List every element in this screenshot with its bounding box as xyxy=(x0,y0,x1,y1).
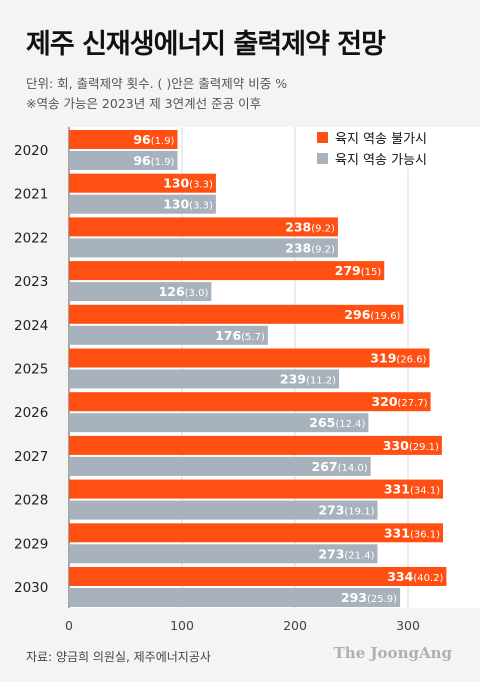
bar-s1-2026 xyxy=(69,392,431,412)
bar-s2-2024 xyxy=(69,325,268,345)
data-label-s1-2024: 296(19.6) xyxy=(344,307,400,322)
x-tick-label-200: 200 xyxy=(283,618,307,633)
bar-s1-2029 xyxy=(69,523,444,543)
data-label-s1-2028: 331(34.1) xyxy=(384,482,440,497)
chart-title: 제주 신재생에너지 출력제약 전망 xyxy=(26,29,386,60)
data-label-s2-2022: 238(9.2) xyxy=(285,240,335,255)
bar-s1-2023 xyxy=(69,261,385,281)
x-tick-label-300: 300 xyxy=(396,618,420,633)
legend-label-series-2: 육지 역송 가능시 xyxy=(335,153,427,168)
bar-s1-2025 xyxy=(69,348,430,368)
legend-swatch-series-1 xyxy=(317,132,328,143)
bar-s2-2022 xyxy=(69,238,338,258)
publisher-logo: The JoongAng xyxy=(333,644,452,662)
data-label-s2-2030: 293(25.9) xyxy=(341,590,397,605)
data-label-s1-2027: 330(29.1) xyxy=(383,438,439,453)
bar-s1-2027 xyxy=(69,435,442,455)
data-label-s1-2025: 319(26.6) xyxy=(370,351,426,366)
chart-subtitle-note: ※역송 가능은 2023년 제 3연계선 준공 이후 xyxy=(26,96,262,111)
y-tick-label-2029: 2029 xyxy=(14,536,48,552)
bar-chart: 0 100 200 300 2020 96(1.9) 96(1.9) 2021 130(3.3)… xyxy=(14,127,480,633)
data-label-s2-2026: 265(12.4) xyxy=(309,415,365,430)
y-tick-label-2030: 2030 xyxy=(14,580,48,596)
legend-item-series-1: 육지 역송 불가시 xyxy=(317,127,427,148)
bar-s2-2021 xyxy=(69,194,216,214)
x-tick-label-100: 100 xyxy=(170,618,194,633)
legend-item-series-2: 육지 역송 가능시 xyxy=(317,148,427,169)
y-tick-label-2027: 2027 xyxy=(14,449,48,465)
bar-s1-2021 xyxy=(69,173,216,193)
legend-swatch-series-2 xyxy=(317,153,328,164)
x-tick-label-0: 0 xyxy=(65,618,73,633)
y-tick-label-2020: 2020 xyxy=(14,143,48,159)
bar-s1-2030 xyxy=(69,567,447,586)
y-tick-label-2021: 2021 xyxy=(14,187,48,203)
data-label-s2-2025: 239(11.2) xyxy=(280,372,336,387)
data-label-s2-2024: 176(5.7) xyxy=(215,328,265,343)
bar-s2-2030 xyxy=(69,588,401,607)
bar-s1-2022 xyxy=(69,217,338,237)
data-label-s2-2028: 273(19.1) xyxy=(318,503,374,518)
y-tick-label-2026: 2026 xyxy=(14,405,48,421)
bar-s2-2026 xyxy=(69,413,369,433)
data-label-s1-2022: 238(9.2) xyxy=(285,219,335,234)
data-label-s1-2020: 96(1.9) xyxy=(133,132,174,147)
chart-subtitle-unit: 단위: 회, 출력제약 횟수. ( )안은 출력제약 비중 % xyxy=(26,76,288,91)
bar-s2-2020 xyxy=(69,151,178,170)
y-tick-label-2022: 2022 xyxy=(14,230,48,246)
bar-s2-2028 xyxy=(69,500,378,520)
bar-s1-2020 xyxy=(69,130,178,149)
bar-s1-2024 xyxy=(69,304,404,324)
y-tick-label-2023: 2023 xyxy=(14,274,48,290)
bar-s2-2025 xyxy=(69,369,340,389)
data-label-s1-2030: 334(40.2) xyxy=(387,569,443,584)
data-label-s2-2023: 126(3.0) xyxy=(159,284,209,299)
y-tick-label-2025: 2025 xyxy=(14,362,48,378)
data-label-s2-2027: 267(14.0) xyxy=(312,459,368,474)
bar-s1-2028 xyxy=(69,479,444,499)
legend-label-series-1: 육지 역송 불가시 xyxy=(335,132,427,147)
data-label-s2-2021: 130(3.3) xyxy=(163,197,213,212)
source-note: 자료: 양금희 의원실, 제주에너지공사 xyxy=(26,650,211,664)
bar-s2-2027 xyxy=(69,456,371,476)
y-tick-label-2024: 2024 xyxy=(14,318,48,334)
chart-legend: 육지 역송 불가시 육지 역송 가능시 xyxy=(317,127,427,169)
data-label-s1-2021: 130(3.3) xyxy=(163,176,213,191)
data-label-s2-2020: 96(1.9) xyxy=(133,153,174,168)
y-tick-label-2028: 2028 xyxy=(14,493,48,509)
bar-s2-2029 xyxy=(69,544,378,564)
bar-s2-2023 xyxy=(69,282,212,302)
data-label-s1-2026: 320(27.7) xyxy=(371,394,427,409)
data-label-s2-2029: 273(21.4) xyxy=(318,546,374,561)
data-label-s1-2029: 331(36.1) xyxy=(384,525,440,540)
data-label-s1-2023: 279(15) xyxy=(335,263,382,278)
